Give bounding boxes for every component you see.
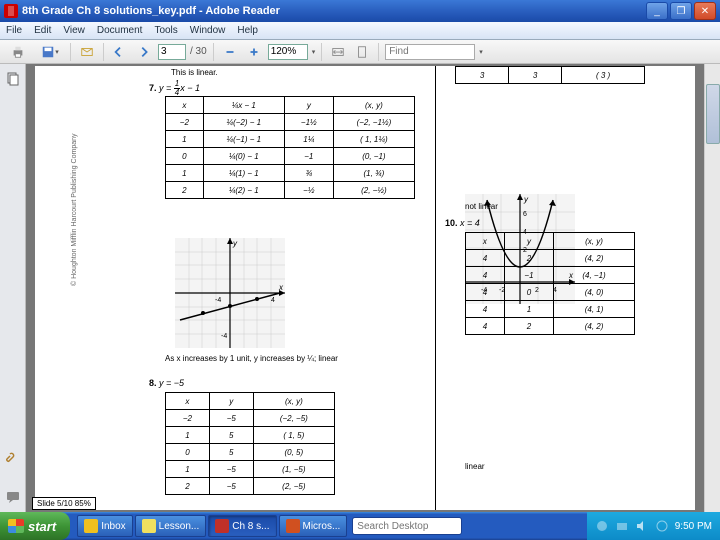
pages-panel-button[interactable]	[4, 70, 22, 88]
email-button[interactable]	[77, 43, 97, 61]
p10-label: linear	[465, 462, 485, 471]
print-button[interactable]	[4, 43, 32, 61]
zoom-in-button[interactable]	[244, 43, 264, 61]
desktop-search-input[interactable]	[352, 517, 462, 535]
window-titlebar: 8th Grade Ch 8 solutions_key.pdf - Adobe…	[0, 0, 720, 22]
zoom-input[interactable]	[268, 44, 308, 60]
table-row: 4−1(4, −1)	[466, 267, 635, 284]
p8-num: 8.	[149, 378, 157, 388]
app-icon	[142, 519, 156, 533]
p9-label: not linear	[465, 202, 498, 211]
app-icon	[215, 519, 229, 533]
app-icon	[84, 519, 98, 533]
menu-view[interactable]: View	[63, 25, 85, 36]
taskbar-item[interactable]: Micros...	[279, 515, 348, 537]
tray-icon[interactable]	[655, 519, 669, 533]
p7-table: x¼x − 1y(x, y) −2¼(−2) − 1−1½(−2, −1½) 1…	[165, 96, 415, 199]
minimize-button[interactable]: _	[646, 2, 668, 20]
table-row: 1¼(1) − 1¾(1, ¾)	[166, 165, 415, 182]
page-total: / 30	[190, 46, 207, 57]
close-button[interactable]: ✕	[694, 2, 716, 20]
page-input[interactable]	[158, 44, 186, 60]
tray-icon[interactable]	[595, 519, 609, 533]
svg-text:x: x	[278, 283, 284, 292]
window-title: 8th Grade Ch 8 solutions_key.pdf - Adobe…	[22, 5, 646, 17]
menu-edit[interactable]: Edit	[34, 25, 51, 36]
table-row: 2−5(2, −5)	[166, 478, 335, 495]
clock[interactable]: 9:50 PM	[675, 521, 712, 532]
p9-partial-table: 33( 3 )	[455, 66, 645, 84]
p8-table: xy(x, y) −2−5(−2, −5) 15( 1, 5) 05(0, 5)…	[165, 392, 335, 495]
volume-icon[interactable]	[635, 519, 649, 533]
p7-graph: x y -4 4 -4	[175, 238, 285, 348]
table-row: 05(0, 5)	[166, 444, 335, 461]
prev-page-button[interactable]	[110, 43, 130, 61]
svg-text:y: y	[232, 239, 238, 248]
zoom-out-button[interactable]	[220, 43, 240, 61]
table-row: −2¼(−2) − 1−1½(−2, −1½)	[166, 114, 415, 131]
tray-icon[interactable]	[615, 519, 629, 533]
pdf-page: This is linear. 7. y = 14x − 1 x¼x − 1y(…	[35, 66, 695, 510]
svg-text:6: 6	[523, 211, 527, 218]
copyright-watermark: © Houghton Mifflin Harcourt Publishing C…	[71, 134, 78, 287]
slide-counter: Slide 5/10 85%	[32, 497, 96, 510]
fit-page-button[interactable]	[352, 43, 372, 61]
svg-text:y: y	[523, 195, 529, 204]
svg-text:4: 4	[271, 297, 275, 304]
linear-label: This is linear.	[171, 68, 218, 77]
table-row: 42(4, 2)	[466, 250, 635, 267]
problem-7: 7. y = 14x − 1	[149, 80, 200, 97]
document-viewport[interactable]: This is linear. 7. y = 14x − 1 x¼x − 1y(…	[26, 64, 720, 512]
menubar: File Edit View Document Tools Window Hel…	[0, 22, 720, 40]
table-row: −2−5(−2, −5)	[166, 410, 335, 427]
next-page-button[interactable]	[134, 43, 154, 61]
table-row: 33( 3 )	[456, 67, 645, 84]
fit-width-button[interactable]	[328, 43, 348, 61]
taskbar-item[interactable]: Inbox	[77, 515, 132, 537]
table-row: 0¼(0) − 1−1(0, −1)	[166, 148, 415, 165]
pdf-icon	[4, 4, 18, 18]
start-button[interactable]: start	[0, 512, 70, 540]
vertical-scrollbar[interactable]	[704, 64, 720, 512]
svg-text:-4: -4	[215, 297, 221, 304]
menu-window[interactable]: Window	[190, 25, 226, 36]
menu-file[interactable]: File	[6, 25, 22, 36]
table-row: 2¼(2) − 1−½(2, −½)	[166, 182, 415, 199]
app-icon	[286, 519, 300, 533]
table-row: 1−5(1, −5)	[166, 461, 335, 478]
table-row: 15( 1, 5)	[166, 427, 335, 444]
menu-tools[interactable]: Tools	[154, 25, 177, 36]
p10-table: xy(x, y) 42(4, 2) 4−1(4, −1) 40(4, 0) 41…	[465, 232, 635, 335]
problem-8: 8. y = −5	[149, 378, 184, 388]
taskbar: start Inbox Lesson... Ch 8 s... Micros..…	[0, 512, 720, 540]
side-panel	[0, 64, 26, 512]
save-button[interactable]: ▾	[36, 43, 64, 61]
windows-logo-icon	[8, 519, 24, 533]
menu-document[interactable]: Document	[97, 25, 143, 36]
p7-num: 7.	[149, 83, 157, 93]
table-row: 40(4, 0)	[466, 284, 635, 301]
p7-caption: As x increases by 1 unit, y increases by…	[165, 354, 415, 363]
p10-num: 10.	[445, 218, 458, 228]
svg-text:-4: -4	[221, 333, 227, 340]
table-row: 42(4, 2)	[466, 318, 635, 335]
comments-button[interactable]	[4, 488, 22, 506]
restore-button[interactable]: ❐	[670, 2, 692, 20]
find-input[interactable]	[385, 44, 475, 60]
taskbar-item[interactable]: Ch 8 s...	[208, 515, 276, 537]
table-row: 1¼(−1) − 11¼( 1, 1¼)	[166, 131, 415, 148]
toolbar: ▾ / 30 ▾ ▾	[0, 40, 720, 64]
system-tray: 9:50 PM	[587, 512, 720, 540]
table-row: 41(4, 1)	[466, 301, 635, 318]
taskbar-item[interactable]: Lesson...	[135, 515, 207, 537]
menu-help[interactable]: Help	[237, 25, 258, 36]
attachments-button[interactable]	[4, 450, 22, 468]
problem-10: 10. x = 4	[445, 218, 480, 228]
